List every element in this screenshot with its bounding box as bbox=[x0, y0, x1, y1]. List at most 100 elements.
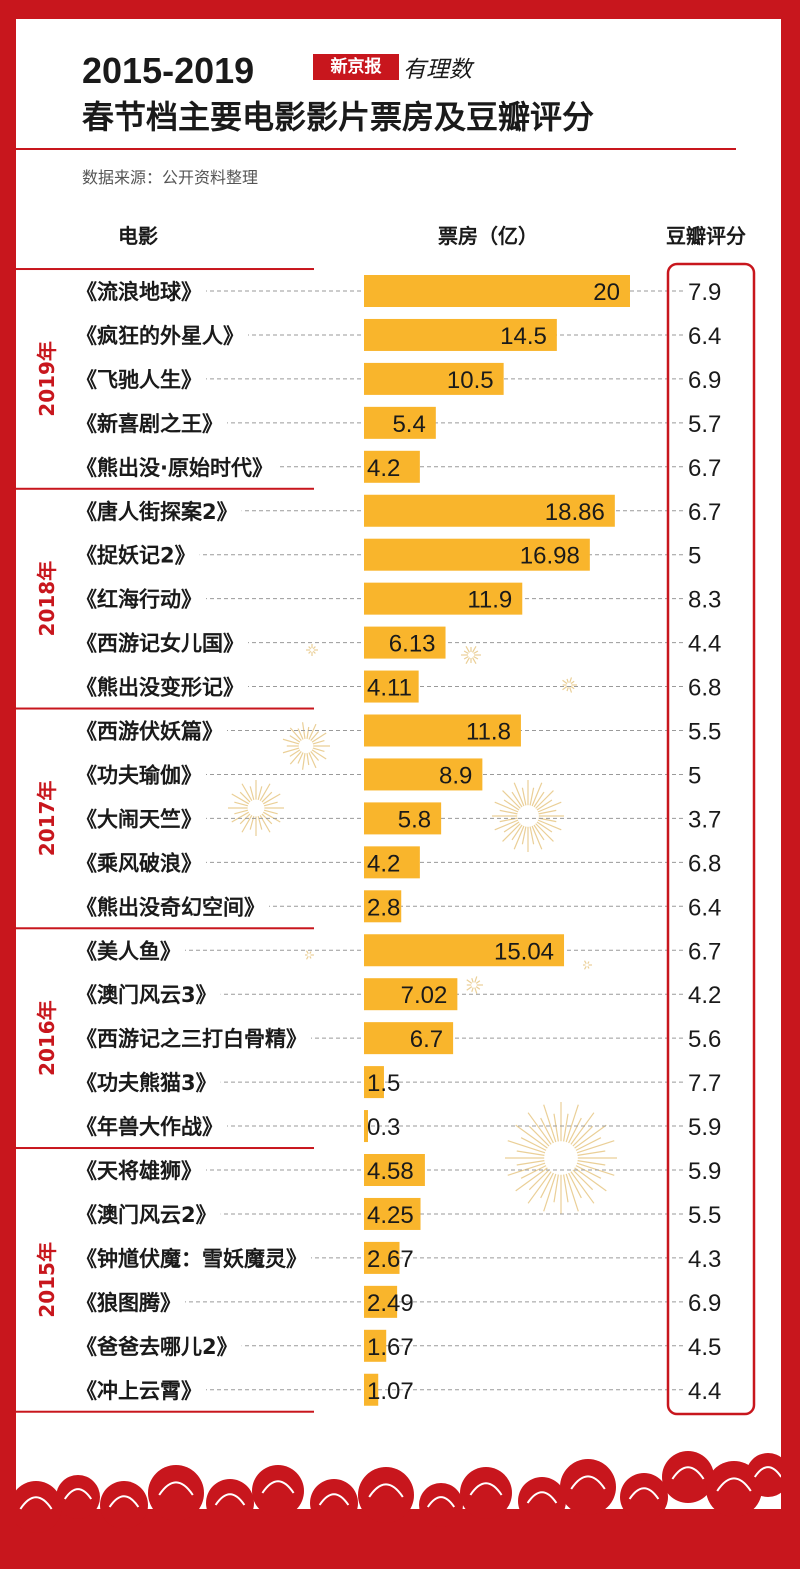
firework-ray bbox=[577, 1150, 606, 1156]
group-divider-line bbox=[16, 1147, 314, 1150]
box-office-value: 11.9 bbox=[467, 587, 512, 614]
firework-decoration-5 bbox=[461, 646, 481, 664]
firework-ray bbox=[537, 801, 562, 813]
firework-ray bbox=[471, 987, 474, 993]
cloud-puff bbox=[56, 1475, 100, 1519]
cloud-swirl bbox=[716, 1477, 752, 1492]
cloud-puff bbox=[16, 1481, 62, 1533]
auspicious-cloud-decoration bbox=[16, 1451, 781, 1539]
firework-ray bbox=[499, 809, 518, 815]
cloud-swirl bbox=[671, 1466, 705, 1480]
cloud-swirl bbox=[570, 1475, 606, 1490]
firework-ray bbox=[263, 801, 278, 807]
firework-ray bbox=[305, 950, 309, 955]
cloud-puff bbox=[662, 1451, 714, 1503]
firework-ray bbox=[538, 809, 557, 815]
movie-name: 《熊出没奇幻空间》 bbox=[76, 895, 265, 919]
firework-ray bbox=[516, 1160, 545, 1166]
label-mask bbox=[74, 1333, 242, 1358]
rating-value: 4.4 bbox=[688, 1378, 721, 1405]
label-mask bbox=[74, 762, 206, 787]
cloud-puff bbox=[460, 1467, 512, 1519]
firework-ray bbox=[569, 687, 573, 693]
firework-ray bbox=[570, 1171, 595, 1204]
box-office-value: 6.7 bbox=[410, 1026, 443, 1053]
firework-ray bbox=[568, 1172, 582, 1199]
year-label: 2015年 bbox=[35, 1242, 59, 1318]
rating-value: 3.7 bbox=[688, 806, 721, 833]
movie-name: 《熊出没变形记》 bbox=[76, 676, 244, 700]
firework-decoration-9 bbox=[305, 950, 314, 960]
movie-name: 《唐人街探案2》 bbox=[76, 500, 238, 524]
firework-ray bbox=[309, 951, 312, 955]
firework-ray bbox=[553, 1113, 559, 1142]
firework-ray bbox=[536, 799, 553, 811]
movie-name: 《年兽大作战》 bbox=[76, 1115, 223, 1139]
firework-ray bbox=[262, 793, 281, 805]
firework-ray bbox=[572, 1125, 594, 1147]
rating-mask bbox=[686, 452, 730, 481]
box-office-value: 16.98 bbox=[520, 543, 580, 570]
label-mask bbox=[74, 498, 242, 523]
firework-ray bbox=[259, 783, 271, 802]
rating-mask bbox=[686, 1199, 730, 1228]
firework-ray bbox=[311, 749, 327, 760]
movie-name: 《流浪地球》 bbox=[76, 280, 202, 304]
firework-ray bbox=[282, 738, 300, 745]
cloud-puff bbox=[358, 1467, 414, 1523]
cloud-swirl bbox=[753, 1466, 781, 1478]
title-main: 春节档主要电影影片票房及豆瓣评分 bbox=[82, 98, 595, 136]
firework-ray bbox=[566, 678, 569, 683]
box-office-bar bbox=[364, 1154, 425, 1186]
label-mask bbox=[74, 938, 185, 963]
year-label: 2018年 bbox=[35, 561, 59, 637]
box-office-bar bbox=[364, 1197, 421, 1230]
firework-ray bbox=[473, 655, 479, 660]
group-divider-line bbox=[16, 1410, 314, 1413]
rating-value: 4.5 bbox=[688, 1334, 721, 1361]
firework-ray bbox=[540, 1172, 554, 1199]
firework-ray bbox=[475, 986, 481, 990]
movie-name: 《大闹天竺》 bbox=[76, 807, 202, 831]
rating-value: 5.7 bbox=[688, 411, 721, 438]
rating-mask bbox=[686, 1156, 730, 1184]
rating-value: 6.9 bbox=[688, 1290, 721, 1317]
firework-ray bbox=[239, 791, 251, 803]
label-mask bbox=[74, 366, 206, 391]
label-mask bbox=[74, 410, 227, 435]
firework-ray bbox=[494, 819, 519, 831]
firework-ray bbox=[520, 1165, 547, 1179]
firework-decoration-2 bbox=[228, 780, 284, 836]
firework-ray bbox=[528, 1169, 550, 1191]
firework-ray bbox=[312, 650, 316, 654]
firework-ray bbox=[527, 1171, 552, 1204]
firework-ray bbox=[282, 747, 300, 754]
firework-ray bbox=[289, 727, 302, 741]
column-header-box-office: 票房（亿） bbox=[438, 224, 538, 248]
label-mask bbox=[74, 850, 206, 875]
rating-mask bbox=[686, 672, 730, 701]
firework-ray bbox=[535, 823, 554, 842]
firework-ray bbox=[527, 1112, 552, 1145]
firework-ray bbox=[543, 1173, 557, 1212]
firework-ray bbox=[553, 1174, 559, 1203]
rating-mask bbox=[686, 848, 730, 877]
box-office-value: 1.67 bbox=[367, 1334, 414, 1361]
box-office-value: 2.8 bbox=[367, 894, 400, 921]
firework-ray bbox=[521, 826, 527, 845]
movie-name: 《乘风破浪》 bbox=[76, 851, 202, 875]
firework-decoration-6 bbox=[562, 677, 577, 693]
box-office-bar bbox=[364, 362, 504, 395]
box-office-value: 4.58 bbox=[367, 1158, 414, 1185]
group-divider-line bbox=[16, 927, 314, 930]
rating-value: 7.9 bbox=[688, 279, 721, 306]
rating-mask bbox=[686, 277, 730, 305]
box-office-value: 4.2 bbox=[367, 455, 400, 482]
firework-ray bbox=[540, 1117, 554, 1144]
cloud-puff bbox=[310, 1479, 358, 1527]
firework-ray bbox=[507, 1162, 546, 1176]
column-header-movie: 电影 bbox=[118, 224, 158, 248]
label-mask bbox=[74, 1026, 311, 1051]
firework-decoration-1 bbox=[282, 722, 330, 770]
box-office-value: 20 bbox=[593, 279, 620, 306]
